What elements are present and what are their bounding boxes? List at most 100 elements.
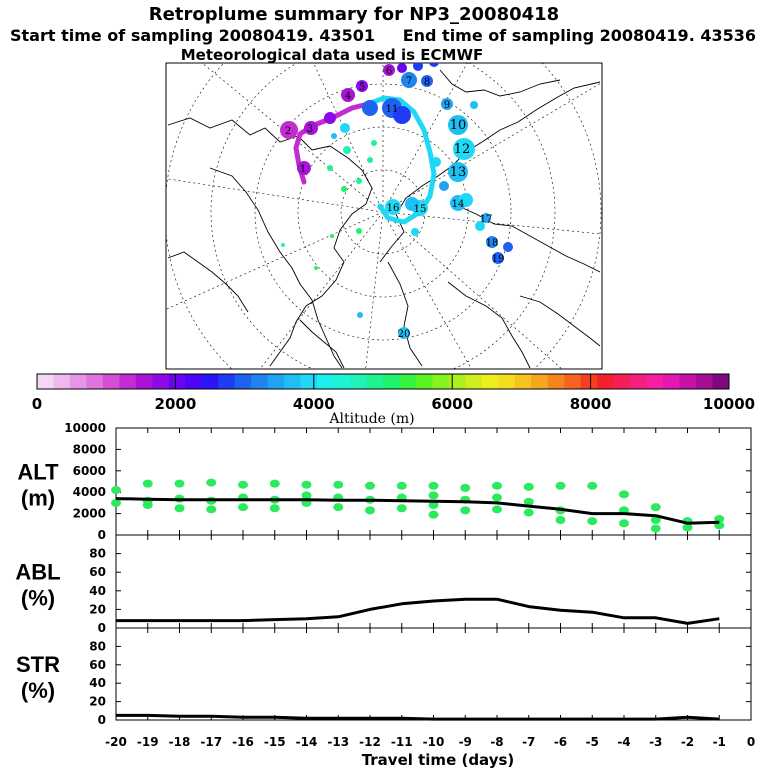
alt-data-point <box>301 491 312 500</box>
met-data-label: Meteorological data used is ECMWF <box>181 46 484 64</box>
alt-data-point <box>523 497 534 506</box>
day-label: 18 <box>486 238 499 249</box>
alt-data-point <box>523 508 534 517</box>
colorbar-cell <box>251 374 269 389</box>
y-tick-label: 2000 <box>73 507 106 521</box>
x-tick-label: 0 <box>747 735 755 749</box>
day-label: 17 <box>480 214 493 225</box>
alt-data-point <box>555 516 566 525</box>
y-tick-label: 0 <box>98 528 106 542</box>
colorbar-cell <box>679 374 697 389</box>
alt-data-point <box>650 516 661 525</box>
y-tick-label: 40 <box>89 676 106 690</box>
day-label: 11 <box>386 104 399 115</box>
day-label: 20 <box>398 329 411 340</box>
panel-label: ABL <box>15 560 60 585</box>
day-label: 1 <box>300 164 306 175</box>
colorbar-cell <box>597 374 615 389</box>
y-tick-label: 60 <box>89 565 106 579</box>
figure-title: Retroplume summary for NP3_20080418 <box>149 4 559 25</box>
end-time-label: End time of sampling 20080419. 43536 <box>403 26 756 45</box>
alt-data-point <box>523 482 534 491</box>
colorbar-cell <box>630 374 648 389</box>
day-label: 10 <box>450 118 467 133</box>
x-tick-label: -6 <box>554 735 567 749</box>
x-tick-label: -5 <box>586 735 599 749</box>
x-tick-label: -8 <box>490 735 503 749</box>
alt-data-point <box>396 504 407 513</box>
alt-data-point <box>492 481 502 490</box>
alt-data-point <box>555 481 566 490</box>
colorbar-cell <box>448 374 466 389</box>
y-tick-label: 60 <box>89 658 106 672</box>
x-tick-label: -2 <box>681 735 694 749</box>
panel-label: ALT <box>17 460 59 485</box>
y-tick-label: 0 <box>98 713 106 727</box>
colorbar-cell <box>399 374 417 389</box>
colorbar-tick-label: 6000 <box>431 395 473 413</box>
x-tick-label: -11 <box>391 735 413 749</box>
colorbar-cell <box>350 374 368 389</box>
alt-data-point <box>206 478 217 487</box>
colorbar-cell <box>267 374 285 389</box>
colorbar-cell <box>498 374 516 389</box>
alt-data-point <box>619 490 629 499</box>
alt-mean-line <box>115 497 720 525</box>
alt-data-point <box>428 510 439 519</box>
day-label: 14 <box>452 199 465 210</box>
x-tick-label: -16 <box>232 735 254 749</box>
alt-data-point <box>269 479 280 488</box>
abl-line <box>116 597 720 625</box>
alt-data-point <box>111 486 121 495</box>
panel-alt: 0 2000 4000 6000 8000 10000 ALT(m) <box>17 421 752 542</box>
panel-abl: 0 20 40 60 80 ABL(%) <box>15 534 752 635</box>
colorbar-cell <box>317 374 335 389</box>
colorbar-cell <box>119 374 137 389</box>
x-tick-label: -12 <box>359 735 381 749</box>
x-axis-title: Travel time (days) <box>362 751 515 768</box>
time-series-panels: 0 2000 4000 6000 8000 10000 ALT(m) 0 20 40 60 80 ABL… <box>15 421 752 727</box>
y-tick-label: 80 <box>89 547 106 561</box>
x-tick-label: -18 <box>169 735 191 749</box>
colorbar-cell <box>86 374 104 389</box>
x-tick-label: -3 <box>649 735 662 749</box>
colorbar-cell <box>218 374 236 389</box>
colorbar-tick-label: 0 <box>32 395 42 413</box>
colorbar-cell <box>300 374 318 389</box>
alt-data-point <box>174 479 185 488</box>
x-tick-label: -17 <box>200 735 222 749</box>
x-tick-label: -20 <box>105 735 127 749</box>
plume-markers <box>280 63 513 339</box>
colorbar-cell <box>152 374 170 389</box>
alt-data-point <box>460 483 471 492</box>
map-panel: 1 2 3 4 5 6 7 8 9 10 11 12 13 14 15 16 1… <box>165 62 603 370</box>
day-label: 3 <box>307 124 313 135</box>
colorbar-frame <box>36 373 730 390</box>
colorbar-cell <box>481 374 499 389</box>
y-tick-label: 6000 <box>73 464 106 478</box>
colorbar-cell <box>465 374 483 389</box>
colorbar-cell <box>201 374 219 389</box>
x-axis: -20 -19 -18 -17 -16 -15 -14 -13 -12 -11 -10 -9 -8 -7-… <box>105 735 755 749</box>
colorbar-cell <box>580 374 598 389</box>
colorbar-cell <box>432 374 450 389</box>
day-label: 12 <box>454 142 471 157</box>
panel-unit-label: (%) <box>21 678 55 703</box>
alt-data-point <box>587 517 598 526</box>
y-tick-label: 80 <box>89 639 106 653</box>
day-label: 7 <box>406 76 412 87</box>
colorbar-cell <box>37 374 54 389</box>
colorbar-cell <box>366 374 384 389</box>
panel-unit-label: (%) <box>21 586 55 611</box>
alt-data-point <box>428 491 439 500</box>
alt-data-point <box>333 503 344 512</box>
start-time-label: Start time of sampling 20080419. 43501 <box>10 26 375 45</box>
colorbar-cell <box>102 374 120 389</box>
alt-data-point <box>428 501 439 510</box>
day-label: 2 <box>285 126 291 137</box>
colorbar-cell <box>383 374 400 389</box>
alt-data-point <box>142 501 153 510</box>
alt-data-point <box>238 503 248 512</box>
colorbar-cell <box>284 374 302 389</box>
